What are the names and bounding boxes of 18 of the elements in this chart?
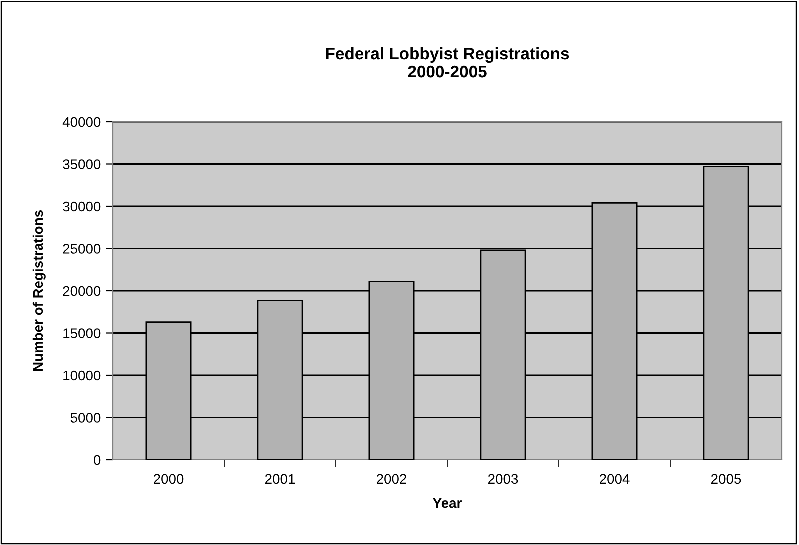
chart-title: Federal Lobbyist Registrations 2000-2005	[326, 47, 570, 78]
y-tick-label: 20000	[63, 286, 101, 296]
y-tick-label: 0	[94, 455, 101, 466]
y-tick-label: 40000	[62, 117, 101, 128]
y-tick-label: 10000	[64, 370, 101, 381]
x-tick-label: 2001	[266, 474, 296, 484]
y-tick-label: 25000	[63, 244, 101, 254]
x-tick-label: 2002	[377, 474, 407, 484]
x-tick-label: 2000	[154, 474, 184, 484]
y-tick-label: 15000	[64, 328, 101, 338]
x-tick-label: 2005	[712, 474, 742, 484]
x-axis-title: Year	[433, 498, 462, 508]
x-tick-label: 2003	[488, 474, 518, 484]
y-tick-label: 30000	[63, 202, 101, 212]
y-tick-label: 35000	[63, 160, 101, 170]
x-tick-label: 2004	[600, 474, 630, 484]
y-tick-label: 5000	[70, 413, 101, 423]
y-axis-title: Number of Registrations	[32, 210, 46, 372]
